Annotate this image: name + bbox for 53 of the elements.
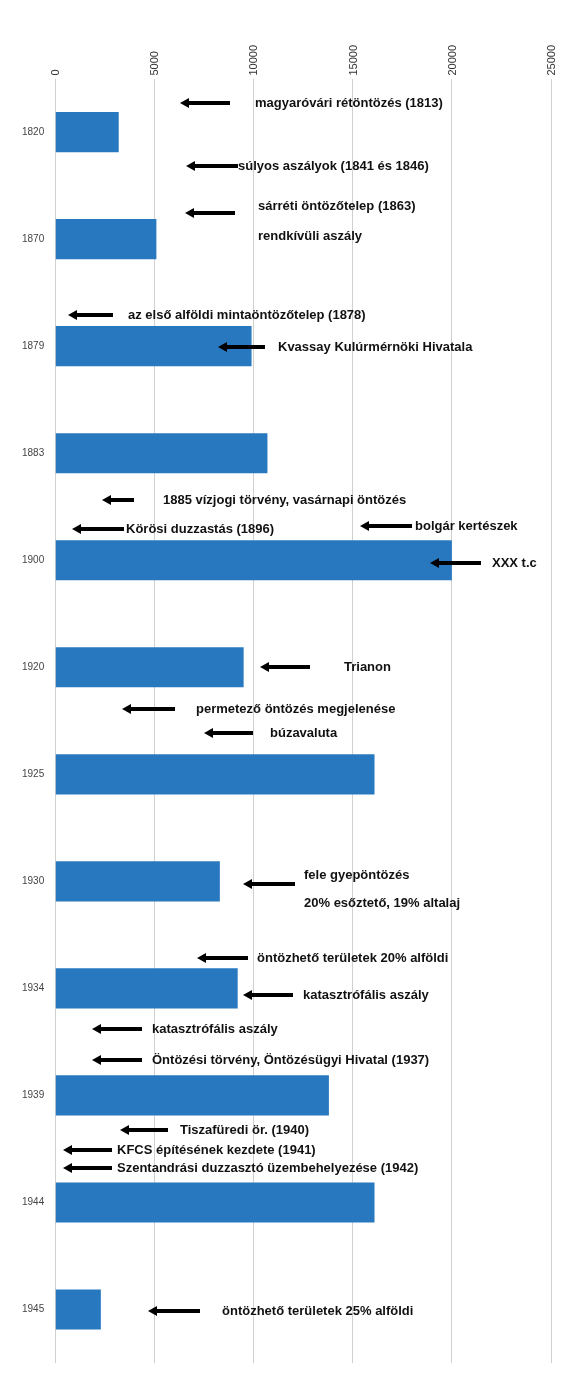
y-tick-label: 1900	[22, 553, 45, 565]
x-tick-label: 20000	[445, 44, 458, 76]
x-tick-label: 15000	[346, 44, 359, 76]
bar	[55, 754, 375, 795]
annotation: magyaróvári rétöntözés (1813)	[255, 95, 443, 110]
bar	[55, 968, 238, 1009]
bar	[55, 1182, 375, 1223]
x-tick-label: 25000	[544, 44, 557, 76]
bar	[55, 433, 268, 474]
y-tick-label: 1925	[22, 768, 45, 780]
bar	[55, 861, 220, 902]
annotation: Körösi duzzastás (1896)	[126, 521, 275, 536]
annotation: Tiszafüredi ör. (1940)	[180, 1122, 310, 1137]
bar	[55, 112, 119, 153]
annotation: bolgár kertészek	[415, 518, 518, 533]
bar	[55, 647, 244, 688]
annotation: katasztrófális aszály	[152, 1021, 278, 1036]
annotation: az első alföldi mintaöntözőtelep (1878)	[128, 307, 366, 322]
y-tick-label: 1930	[22, 875, 45, 887]
bar	[55, 1075, 329, 1116]
y-tick-label: 1820	[22, 125, 45, 137]
annotation: XXX t.c	[492, 555, 537, 570]
annotation: rendkívüli aszály	[258, 228, 363, 243]
annotation: Szentandrási duzzasztó üzembehelyezése (1942)	[117, 1160, 419, 1175]
annotation: fele gyepöntözés	[304, 867, 410, 882]
bar	[55, 540, 452, 581]
x-tick-label: 5000	[148, 51, 161, 76]
annotation: öntözhető területek 20% alföldi	[257, 950, 449, 965]
annotation: Kvassay Kulúrmérnöki Hivatala	[278, 339, 473, 354]
y-tick-label: 1934	[22, 982, 45, 994]
annotation: sárréti öntözőtelep (1863)	[258, 198, 416, 213]
y-tick-label: 1944	[22, 1196, 45, 1208]
y-tick-label: 1870	[22, 232, 45, 244]
annotation: búzavaluta	[270, 725, 338, 740]
y-tick-label: 1883	[22, 446, 45, 458]
annotation: Öntözési törvény, Öntözésügyi Hivatal (1937)	[152, 1052, 430, 1067]
y-tick-label: 1879	[22, 339, 45, 351]
bar	[55, 1289, 101, 1330]
bar	[55, 219, 157, 260]
bar	[55, 326, 252, 367]
y-tick-label: 1920	[22, 661, 45, 673]
x-tick-label: 10000	[247, 44, 260, 76]
y-tick-label: 1939	[22, 1089, 45, 1101]
annotation: öntözhető területek 25% alföldi	[222, 1303, 414, 1318]
annotation: 1885 vízjogi törvény, vasárnapi öntözés	[163, 492, 407, 507]
annotation: súlyos aszályok (1841 és 1846)	[238, 158, 429, 173]
annotation: Trianon	[344, 659, 391, 674]
y-tick-label: 1945	[22, 1303, 45, 1315]
annotation: KFCS építésének kezdete (1941)	[117, 1142, 316, 1157]
annotation: katasztrófális aszály	[303, 987, 429, 1002]
x-tick-label: 0	[49, 69, 62, 76]
annotation: permetező öntözés megjelenése	[196, 701, 396, 716]
annotation: 20% esőztető, 19% altalaj	[304, 895, 461, 910]
